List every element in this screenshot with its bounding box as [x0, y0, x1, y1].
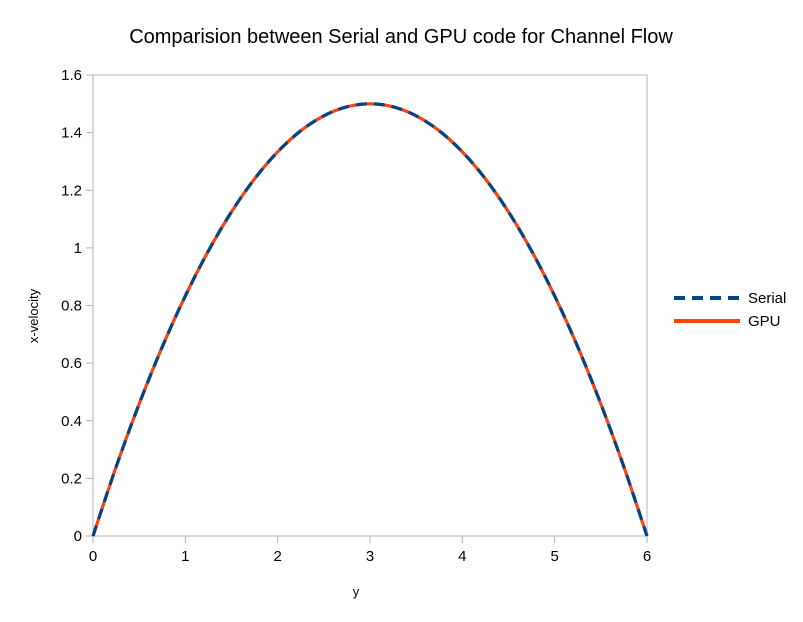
x-tick-label: 1: [181, 548, 189, 565]
series-line-gpu: [91, 102, 649, 537]
y-tick-label: 1: [74, 240, 82, 257]
x-tick-label: 3: [366, 548, 374, 565]
y-tick-label: 0.6: [61, 355, 82, 372]
y-axis-label: x-velocity: [26, 288, 41, 343]
x-axis: 0 1 2 3 4 5 6: [89, 536, 651, 565]
legend-label-gpu: GPU: [748, 313, 781, 330]
x-tick-label: 2: [273, 548, 281, 565]
plot-area: [92, 74, 648, 537]
x-axis-label: y: [353, 584, 360, 599]
y-tick-label: 0.2: [61, 470, 82, 487]
legend: Serial GPU: [674, 290, 786, 330]
series-layer: [91, 102, 649, 537]
x-tick-label: 6: [643, 548, 651, 565]
y-tick-label: 1.2: [61, 182, 82, 199]
y-tick-label: 1.6: [61, 67, 82, 84]
x-tick-label: 5: [550, 548, 558, 565]
legend-label-serial: Serial: [748, 290, 786, 307]
y-tick-label: 0.8: [61, 298, 82, 315]
x-tick-label: 4: [458, 548, 466, 565]
x-tick-label: 0: [89, 548, 97, 565]
chart-title: Comparision between Serial and GPU code …: [129, 26, 673, 48]
y-axis: 0 0.2 0.4 0.6 0.8 1 1.2 1.4 1.6: [61, 67, 93, 545]
y-tick-label: 0.4: [61, 413, 82, 430]
y-tick-label: 1.4: [61, 125, 82, 142]
y-tick-label: 0: [74, 528, 82, 545]
series-line-serial: [91, 102, 649, 537]
